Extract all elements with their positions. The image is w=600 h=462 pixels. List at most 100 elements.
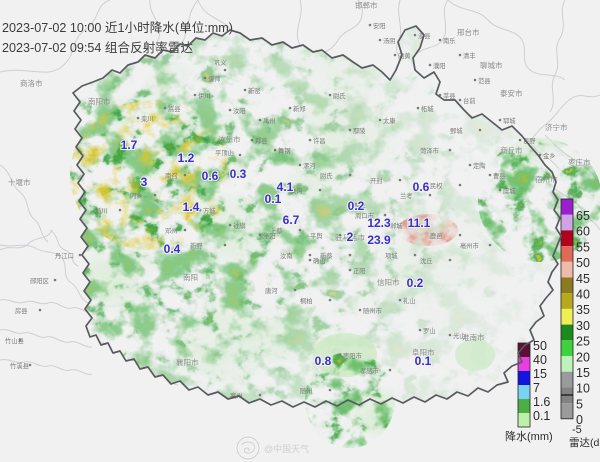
svg-text:40: 40 [533,353,547,367]
svg-text:40: 40 [576,288,590,302]
svg-text:0.3: 0.3 [230,167,247,181]
svg-text:罗山: 罗山 [423,326,436,335]
svg-text:商丘市: 商丘市 [500,145,523,155]
svg-text:嵩县: 嵩县 [168,105,181,113]
svg-text:随州: 随州 [300,386,313,395]
svg-text:邯郸市: 邯郸市 [355,0,378,10]
svg-text:5: 5 [576,397,583,411]
svg-text:舞钢: 舞钢 [278,146,291,155]
svg-text:襄阳市: 襄阳市 [176,357,199,367]
svg-text:竹溪县: 竹溪县 [10,361,29,370]
svg-text:郏县: 郏县 [255,136,268,145]
svg-text:鄄城: 鄄城 [450,126,463,135]
svg-text:鄢陵: 鄢陵 [353,126,366,135]
svg-text:方城: 方城 [203,206,216,215]
svg-text:正阳: 正阳 [353,266,366,275]
svg-text:0.4: 0.4 [164,242,181,256]
svg-text:桐柏: 桐柏 [300,296,313,305]
svg-text:2023-07-02 10:00 近1小时降水(单位:mm): 2023-07-02 10:00 近1小时降水(单位:mm) [2,21,233,35]
svg-text:泰安市: 泰安市 [500,88,523,98]
svg-text:汤阴: 汤阴 [383,36,396,45]
svg-text:1.2: 1.2 [178,151,195,165]
svg-text:50: 50 [533,339,547,353]
svg-text:上蔡: 上蔡 [270,226,283,235]
svg-text:@中国天气: @中国天气 [264,443,309,454]
svg-text:30: 30 [576,319,590,333]
svg-text:南召: 南召 [165,171,178,180]
svg-text:23.9: 23.9 [367,233,391,247]
svg-text:邢台市: 邢台市 [457,27,480,37]
svg-text:巩义: 巩义 [214,59,227,67]
svg-text:虞城: 虞城 [503,186,516,195]
svg-text:枣庄市: 枣庄市 [568,157,591,167]
svg-text:禹州: 禹州 [263,117,276,125]
svg-text:濮阳: 濮阳 [433,61,446,70]
svg-text:0.1: 0.1 [415,354,432,368]
svg-text:竹山县: 竹山县 [5,336,24,345]
svg-text:郓城: 郓城 [503,116,516,125]
svg-text:十堰市: 十堰市 [8,177,31,187]
svg-text:孝感市: 孝感市 [360,366,379,375]
svg-text:枣阳市: 枣阳市 [343,351,362,360]
svg-text:鹿邑: 鹿邑 [430,231,443,240]
svg-text:淅川: 淅川 [95,206,108,215]
svg-text:1.4: 1.4 [183,200,200,214]
svg-text:雷达(dBZ): 雷达(dBZ) [569,437,600,449]
svg-text:兰考: 兰考 [400,191,413,200]
svg-text:信阳市: 信阳市 [377,277,400,287]
svg-text:太康: 太康 [383,116,396,125]
svg-text:15: 15 [576,366,590,380]
svg-text:降水(mm): 降水(mm) [505,429,553,443]
svg-text:邓州: 邓州 [165,227,178,235]
svg-text:随州市: 随州市 [363,306,382,315]
svg-text:65: 65 [576,209,590,223]
svg-text:亳州市: 亳州市 [460,241,479,250]
svg-text:汝南: 汝南 [280,251,293,260]
svg-text:台前: 台前 [463,96,476,105]
svg-text:柘城: 柘城 [421,104,434,113]
svg-text:0.2: 0.2 [407,276,424,290]
svg-text:莘县: 莘县 [443,91,456,100]
svg-text:6.7: 6.7 [283,213,300,227]
svg-text:35: 35 [576,303,590,317]
svg-text:10: 10 [576,382,590,396]
svg-text:平舆: 平舆 [310,231,323,240]
svg-text:南阳市: 南阳市 [88,96,111,106]
svg-text:55: 55 [576,240,590,254]
svg-text:郧阳区: 郧阳区 [30,276,49,285]
svg-text:房县: 房县 [15,306,28,315]
svg-text:45: 45 [576,272,590,286]
svg-text:光山: 光山 [453,331,466,340]
svg-text:范县: 范县 [478,76,491,85]
svg-text:商洛市: 商洛市 [20,78,43,88]
svg-text:20: 20 [576,350,590,364]
svg-text:7: 7 [533,381,540,395]
svg-text:新野: 新野 [190,241,203,250]
svg-text:60: 60 [576,225,590,239]
svg-text:1.7: 1.7 [121,138,138,152]
svg-text:0.1: 0.1 [265,192,282,206]
svg-text:尉氏: 尉氏 [333,91,346,100]
svg-text:偃师: 偃师 [208,74,221,83]
svg-text:11.1: 11.1 [408,216,431,230]
svg-text:15: 15 [533,367,547,381]
svg-text:许昌: 许昌 [313,136,326,145]
svg-text:新郑: 新郑 [293,104,306,113]
svg-text:内乡: 内乡 [130,191,143,200]
svg-text:汝阳: 汝阳 [233,106,246,115]
svg-text:伊川: 伊川 [198,91,211,100]
svg-text:-5: -5 [572,424,582,436]
svg-text:漯河: 漯河 [303,161,316,170]
svg-text:新蔡: 新蔡 [320,251,333,260]
svg-text:济宁市: 济宁市 [545,122,568,132]
svg-text:郸城: 郸城 [390,222,403,230]
svg-text:新密: 新密 [248,86,261,95]
svg-text:南阳: 南阳 [183,272,198,282]
svg-text:民权: 民权 [430,181,443,190]
svg-text:社旗: 社旗 [233,221,246,230]
svg-text:0.1: 0.1 [533,409,550,423]
svg-text:曹县: 曹县 [493,171,506,180]
svg-text:定陶: 定陶 [473,161,486,170]
svg-text:0.6: 0.6 [413,180,430,194]
svg-text:尉氏: 尉氏 [320,171,333,180]
